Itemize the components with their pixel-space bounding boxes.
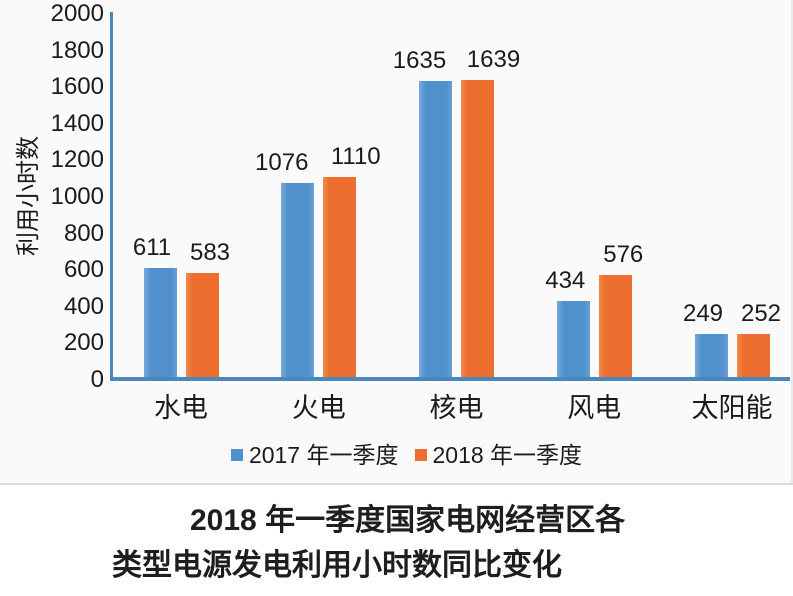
y-axis-tick-label: 600 (63, 256, 104, 284)
plot-area: 利用小时数 0 200 400 600 800 1000 1200 1400 1600 1800 2… (10, 0, 793, 483)
value-label: 252 (740, 300, 782, 327)
legend-label: 2017 年一季度 (248, 442, 399, 468)
legend-swatch-icon (230, 449, 243, 461)
y-axis-tick-label: 800 (63, 219, 104, 247)
bar-2017-核电 (419, 81, 452, 380)
category-label-太阳能: 太阳能 (691, 393, 773, 423)
category-label-核电: 核电 (429, 393, 484, 423)
bar-2017-风电 (556, 301, 590, 380)
legend-label: 2018 年一季度 (432, 442, 583, 468)
y-axis-line (110, 12, 113, 381)
value-label: 576 (603, 241, 644, 268)
category-label-火电: 火电 (291, 393, 346, 423)
y-axis-tick-label: 400 (63, 292, 104, 320)
bar-2017-太阳能 (694, 334, 728, 380)
value-label: 1110 (330, 143, 381, 170)
y-axis-tick-label: 1000 (50, 183, 104, 210)
caption-line-1: 2018 年一季度国家电网经营区各 (190, 504, 626, 537)
bar-2018-风电 (598, 275, 632, 380)
category-label-水电: 水电 (154, 393, 208, 423)
bar-2017-水电 (143, 268, 177, 380)
value-label: 249 (682, 300, 724, 327)
legend: 2017 年一季度 2018 年一季度 (10, 442, 793, 468)
y-axis-tick-label: 200 (63, 329, 104, 357)
legend-swatch-icon (414, 449, 427, 461)
caption-line-2: 类型电源发电利用小时数同比变化 (112, 549, 562, 582)
divider-line (0, 483, 793, 485)
legend-item-2018: 2018 年一季度 (414, 442, 583, 468)
value-label: 434 (545, 267, 586, 294)
category-label-风电: 风电 (567, 393, 622, 423)
bar-2017-火电 (281, 183, 315, 380)
value-label: 1639 (466, 46, 521, 73)
bar-2018-核电 (461, 80, 494, 380)
y-axis-tick-label: 1400 (50, 109, 104, 137)
bar-2018-火电 (323, 177, 357, 380)
legend-item-2017: 2017 年一季度 (230, 442, 399, 468)
y-axis-tick-label: 1600 (50, 73, 104, 101)
x-axis-line (110, 377, 790, 381)
value-label: 1635 (392, 47, 447, 74)
value-label: 1076 (255, 149, 309, 176)
y-axis-tick-label: 1200 (50, 146, 104, 174)
value-label: 583 (189, 239, 231, 266)
value-label: 611 (132, 234, 172, 261)
bar-2018-太阳能 (736, 334, 770, 380)
y-axis-tick-label: 2000 (50, 0, 104, 27)
y-axis-tick-label: 1800 (50, 36, 104, 64)
bar-2018-水电 (185, 273, 219, 380)
y-axis-tick-label: 0 (90, 366, 104, 393)
